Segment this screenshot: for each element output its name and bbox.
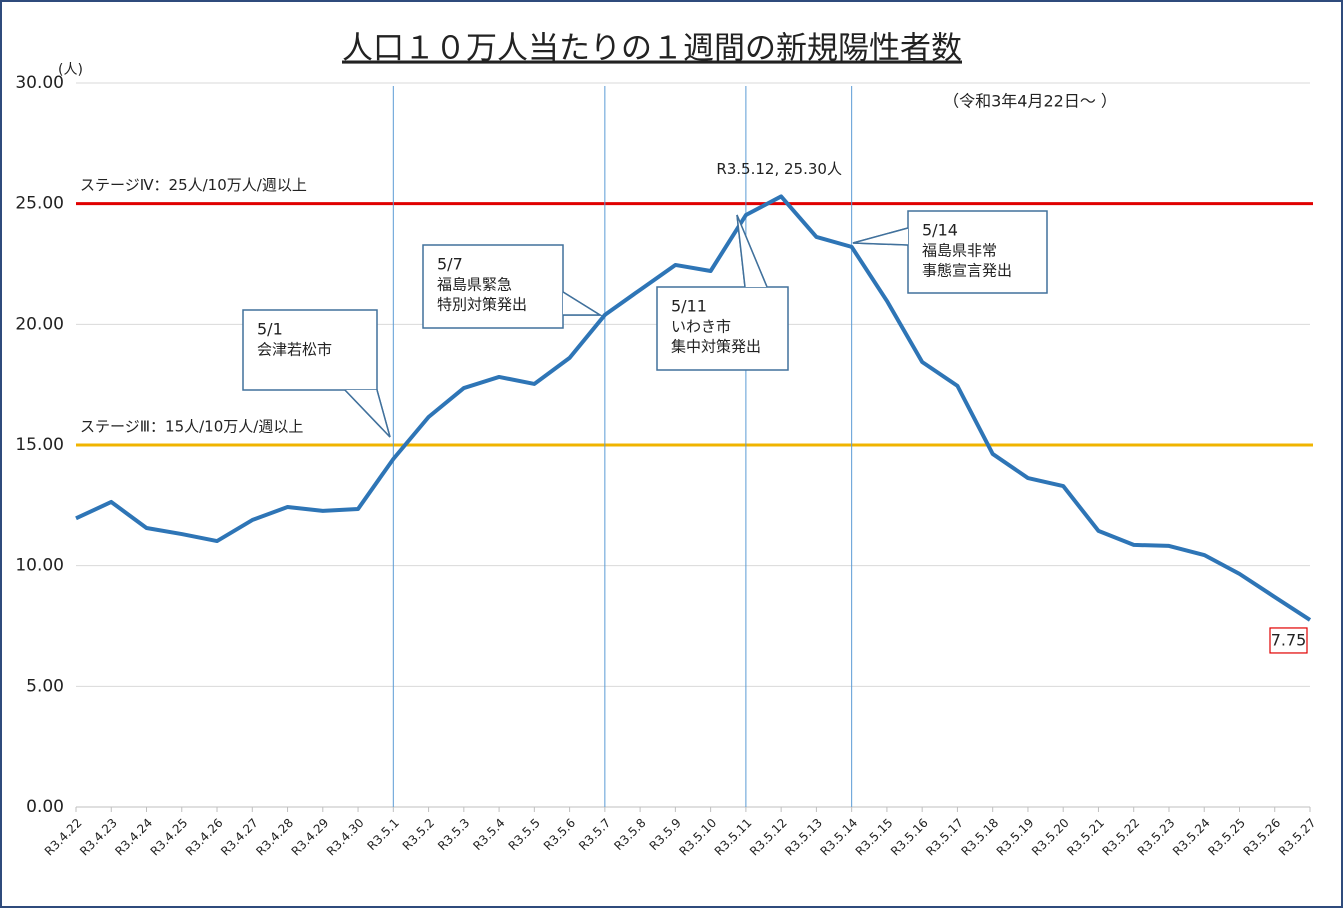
callout-text: 特別対策発出 <box>437 296 527 314</box>
callout-box <box>242 309 378 391</box>
callout-pointer-edge <box>562 291 603 316</box>
callout-text: 5/1 <box>257 320 283 339</box>
callout-box <box>907 210 1048 294</box>
callout-text: 事態宣言発出 <box>922 262 1012 280</box>
y-tick-label: 10.00 <box>15 556 64 576</box>
y-unit: (人) <box>58 62 83 78</box>
y-tick-label: 30.00 <box>15 73 64 93</box>
callout-text: 福島県緊急 <box>437 276 512 294</box>
value-label: R3.5.12, 25.30人 <box>716 160 842 178</box>
reference-label: ステージⅢ：15人/10万人/週以上 <box>80 418 303 436</box>
value-label: 7.75 <box>1271 630 1307 649</box>
y-tick-label: 5.00 <box>26 676 64 696</box>
data-line <box>75 194 1312 622</box>
callout-text: 5/11 <box>671 297 707 316</box>
callout-pointer-edge <box>852 227 909 246</box>
y-tick-label: 20.00 <box>15 314 64 334</box>
callout-pointer-edge <box>344 389 391 438</box>
subtitle: （令和3年4月22日～ ） <box>943 92 1117 111</box>
value-label-box <box>1269 627 1308 654</box>
callout-text: 5/14 <box>922 221 958 240</box>
y-tick-label: 25.00 <box>15 194 64 214</box>
callout-pointer-edge <box>736 214 768 288</box>
chart-title: 人口１０万人当たりの１週間の新規陽性者数 <box>342 31 962 67</box>
callout-text: 福島県非常 <box>922 242 997 260</box>
callout-text: いわき市 <box>671 318 731 336</box>
y-tick-label: 15.00 <box>15 435 64 455</box>
callout-text: 5/7 <box>437 255 463 274</box>
y-tick-label: 0.00 <box>26 797 64 817</box>
callout-text: 集中対策発出 <box>671 338 761 356</box>
callout-text: 会津若松市 <box>257 341 332 359</box>
reference-label: ステージⅣ：25人/10万人/週以上 <box>80 176 307 194</box>
callout-box <box>656 286 789 371</box>
callout-box <box>422 244 564 329</box>
